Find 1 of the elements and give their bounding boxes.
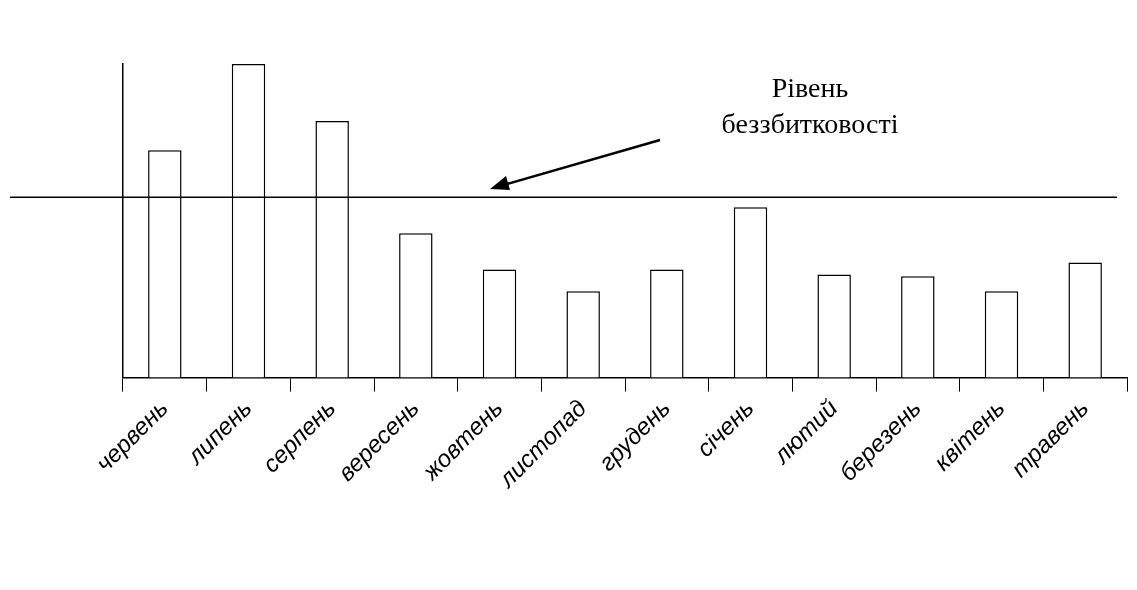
ref-line-label: Рівень беззбитковості bbox=[721, 72, 899, 140]
